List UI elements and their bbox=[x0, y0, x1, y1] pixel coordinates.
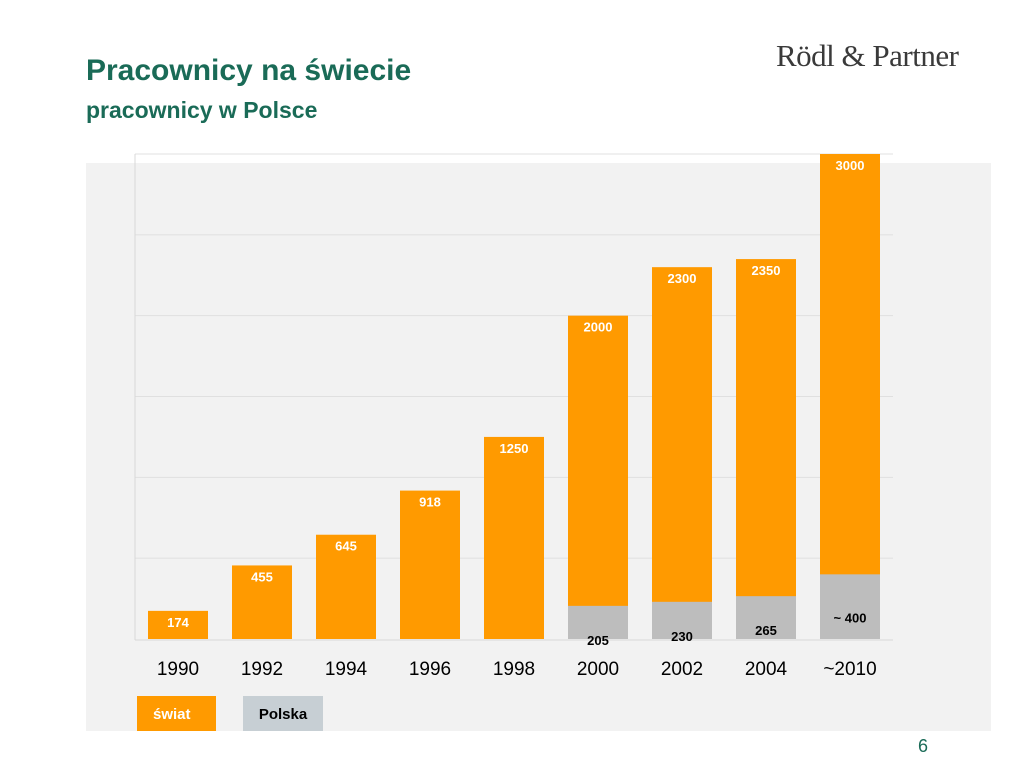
bar-poland bbox=[820, 574, 880, 639]
bar-world bbox=[736, 259, 796, 639]
data-label-poland: 265 bbox=[755, 623, 777, 638]
x-tick-label: 1994 bbox=[325, 659, 368, 680]
legend-poland-label: Polska bbox=[258, 706, 308, 723]
data-label-world: 645 bbox=[335, 539, 357, 554]
bar-poland bbox=[568, 605, 628, 639]
bar-world bbox=[400, 490, 460, 639]
data-label-world: 2350 bbox=[752, 263, 781, 278]
x-tick-label: 2002 bbox=[661, 659, 703, 680]
bar-poland bbox=[652, 601, 712, 639]
x-tick-label: ~2010 bbox=[823, 659, 876, 680]
page-subtitle: pracownicy w Polsce bbox=[86, 97, 318, 123]
bar-poland bbox=[736, 596, 796, 639]
legend-poland: Polska bbox=[243, 696, 323, 731]
x-tick-label: 1992 bbox=[241, 659, 283, 680]
data-label-world: 3000 bbox=[836, 158, 865, 173]
data-label-poland: ~ 400 bbox=[834, 610, 867, 625]
bar-world bbox=[820, 154, 880, 639]
bar-world bbox=[652, 267, 712, 639]
x-tick-label: 1990 bbox=[157, 659, 199, 680]
bar-world bbox=[232, 565, 292, 639]
bar-world bbox=[484, 436, 544, 639]
x-tick-label: 1996 bbox=[409, 659, 451, 680]
bar-world bbox=[316, 534, 376, 639]
x-tick-label: 2004 bbox=[745, 659, 788, 680]
data-label-world: 455 bbox=[251, 569, 273, 584]
x-tick-label: 1998 bbox=[493, 659, 535, 680]
legend-world-label: świat bbox=[153, 706, 191, 723]
data-label-poland: 205 bbox=[587, 633, 609, 648]
data-label-world: 2000 bbox=[584, 320, 613, 335]
data-label-poland: 230 bbox=[671, 629, 693, 644]
data-label-world: 174 bbox=[167, 615, 189, 630]
data-label-world: 1250 bbox=[500, 441, 529, 456]
data-label-world: 2300 bbox=[668, 271, 697, 286]
bar-world bbox=[568, 315, 628, 639]
company-logo: Rödl & Partner bbox=[776, 38, 959, 73]
page-title: Pracownicy na świecie bbox=[86, 54, 412, 87]
data-label-world: 918 bbox=[419, 495, 441, 510]
legend-world: świat bbox=[137, 696, 216, 731]
bar-world bbox=[148, 610, 208, 639]
page-number: 6 bbox=[917, 736, 928, 756]
x-tick-label: 2000 bbox=[577, 659, 619, 680]
